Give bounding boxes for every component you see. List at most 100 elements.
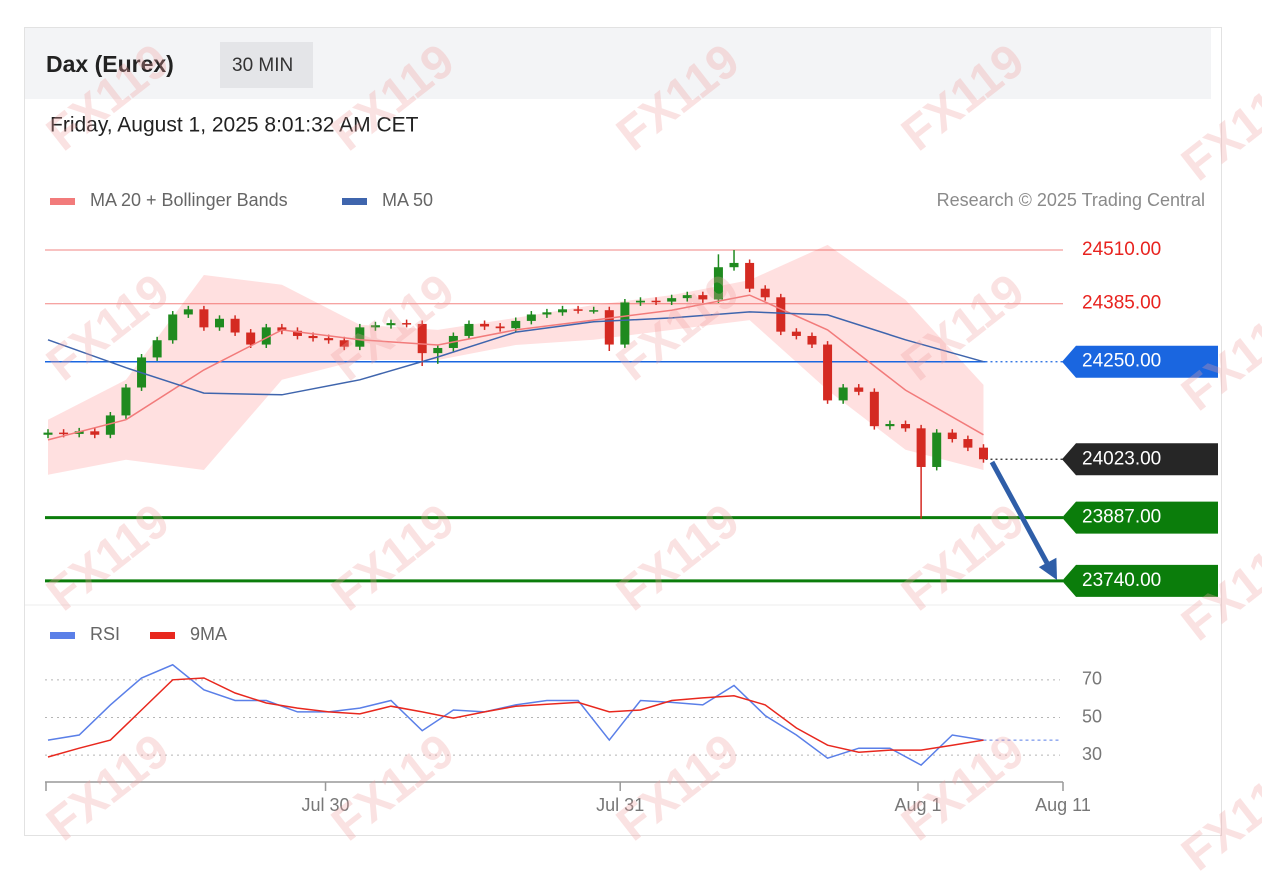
legend-swatch — [50, 198, 75, 205]
legend-swatch — [342, 198, 367, 205]
timeframe: 30 MIN — [232, 55, 293, 76]
candle-body — [947, 432, 957, 440]
candle-body — [292, 330, 302, 336]
candle-body — [558, 309, 568, 313]
forecast-arrowhead — [1038, 557, 1057, 580]
candle-body — [542, 312, 552, 315]
x-tick-label: Aug 11 — [1035, 795, 1091, 815]
level-tag — [1062, 564, 1218, 597]
candle-body — [370, 325, 380, 328]
legend-swatch — [50, 632, 75, 639]
candle-body — [713, 267, 723, 300]
level-label: 24385.00 — [1082, 293, 1161, 314]
bollinger-band — [48, 244, 984, 475]
level-tag — [1062, 501, 1218, 534]
candle-body — [807, 335, 817, 345]
timestamp: Friday, August 1, 2025 8:01:32 AM CET — [50, 114, 419, 137]
y-tick-label: 50 — [1082, 706, 1102, 726]
series-line — [47, 677, 984, 758]
forecast-arrow — [989, 460, 1050, 565]
candle-body — [573, 309, 583, 311]
x-tick-label: Aug 1 — [894, 795, 941, 815]
series-line — [47, 663, 984, 767]
candle-body — [698, 295, 708, 300]
x-tick-label: Jul 31 — [596, 795, 644, 815]
header-band — [25, 28, 1211, 99]
candle-body — [682, 295, 692, 299]
candle-body — [433, 347, 443, 354]
candle-body — [869, 391, 879, 427]
candle-body — [324, 338, 334, 341]
candle-body — [308, 335, 318, 339]
candle-body — [885, 424, 895, 427]
candle-body — [978, 447, 988, 460]
candle-body — [230, 318, 240, 333]
level-label: 24250.00 — [1082, 351, 1161, 372]
y-tick-label: 70 — [1082, 669, 1102, 689]
candle-body — [729, 262, 739, 268]
candle-body — [261, 327, 271, 345]
level-label: 24510.00 — [1082, 239, 1161, 260]
candle-body — [620, 302, 630, 345]
timeframe-box — [220, 42, 313, 88]
candle-body — [105, 415, 115, 435]
candle-body — [635, 300, 645, 303]
plot: 24510.00 24385.00 24250.00 24023.00 23887.00… — [43, 190, 1218, 815]
candle-body — [745, 262, 755, 289]
candle-body — [511, 320, 521, 329]
candle-body — [932, 432, 942, 467]
legend-label: MA 50 — [382, 190, 433, 210]
candle-body — [152, 340, 162, 358]
legend-label: RSI — [90, 624, 120, 644]
candle-body — [43, 432, 53, 435]
candle-body — [417, 323, 427, 354]
title: Dax (Eurex) — [46, 51, 174, 77]
x-tick-label: Jul 30 — [302, 795, 350, 815]
level-tag — [1062, 443, 1218, 476]
candle-body — [121, 387, 131, 416]
level-tag — [1062, 345, 1218, 378]
candle-body — [667, 298, 677, 302]
credit: Research © 2025 Trading Central — [937, 190, 1205, 210]
candle-body — [495, 326, 505, 329]
candle-body — [823, 344, 833, 401]
candle-body — [963, 439, 973, 448]
candle-body — [791, 331, 801, 336]
candle-body — [901, 424, 911, 429]
candle-body — [74, 431, 84, 434]
candle-body — [168, 314, 178, 341]
series-line — [47, 294, 984, 441]
candle-body — [215, 318, 225, 328]
candle-body — [355, 327, 365, 347]
candle-body — [916, 428, 926, 467]
candle-body — [604, 310, 614, 345]
candle-body — [480, 323, 490, 327]
candle-body — [526, 314, 536, 321]
series-line — [47, 311, 984, 396]
legend-label: 9MA — [190, 624, 227, 644]
level-label: 24023.00 — [1082, 448, 1161, 469]
candle-body — [854, 387, 864, 392]
candle-body — [90, 431, 100, 435]
candle-body — [246, 332, 256, 345]
legend-swatch — [150, 632, 175, 639]
level-label: 23740.00 — [1082, 570, 1161, 591]
candle-body — [464, 323, 474, 336]
candle-body — [776, 297, 786, 332]
candle-body — [199, 309, 209, 328]
candle-body — [402, 323, 412, 325]
y-tick-label: 30 — [1082, 744, 1102, 764]
candle-body — [339, 340, 349, 347]
legend-label: MA 20 + Bollinger Bands — [90, 190, 288, 210]
candle-body — [386, 323, 396, 326]
candle-body — [589, 310, 599, 312]
candle-body — [59, 432, 69, 435]
level-label: 23887.00 — [1082, 507, 1161, 528]
candle-body — [760, 288, 770, 298]
candle-body — [277, 327, 287, 331]
candle-body — [838, 387, 848, 401]
candle-body — [651, 300, 661, 303]
candle-body — [183, 309, 193, 315]
